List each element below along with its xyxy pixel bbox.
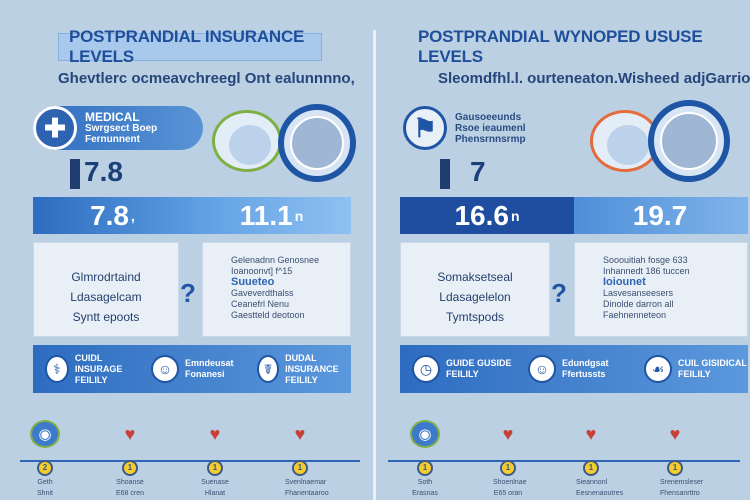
right-gauge-icon — [648, 100, 730, 182]
left-gauge-icon — [278, 104, 356, 182]
doctor-icon: ☤ — [257, 355, 280, 383]
right-strip-item: ☙ CUIL GISIDICAL FEILILY — [632, 355, 748, 383]
medical-cross-icon: ✚ — [33, 106, 77, 150]
person-icon: ☺ — [151, 355, 179, 383]
clock-icon: ◷ — [412, 355, 440, 383]
right-panel: POSTPRANDIAL WYNOPED USUSE LEVELS Sleomd… — [378, 0, 750, 500]
left-chip-line3: Fernunnent — [85, 133, 140, 145]
right-chip: ⚑ Gausoeeunds Rsoe ieaumenl Phensrnnsrmp — [403, 106, 526, 150]
right-chip-line1: Gausoeeunds — [455, 111, 522, 123]
left-strip-item: ⚕ CUIDL INSURAGE FEILILY — [33, 353, 139, 386]
right-strip-item: ☺ Edundgsat Ffertussts — [516, 355, 632, 383]
right-chip-line3: Phensrnnsrmp — [455, 133, 526, 145]
right-value-a: 16.6 n — [400, 197, 574, 234]
left-chip-line1: MEDICAL — [85, 109, 140, 124]
left-timeline-node: ◉ 2 Geth Shnit — [30, 420, 60, 498]
left-chip-line2: Swrgsect Boep — [85, 122, 158, 134]
glucose-meter-icon — [212, 110, 282, 172]
heart-icon: ♥ — [502, 423, 514, 444]
right-insurance-strip: ◷ GUIDE GUSIDE FEILILY ☺ Edundgsat Ffertus… — [400, 345, 748, 393]
right-list-item: Sooouitiah fosge 633 — [603, 255, 688, 265]
person-icon: ☺ — [528, 355, 556, 383]
left-card-line: Ldasagelcam — [70, 290, 142, 304]
right-mini-value: 7 — [470, 156, 486, 187]
right-title: POSTPRANDIAL WYNOPED USUSE LEVELS — [418, 27, 703, 66]
right-timeline-node: ♥ 1 Sieannonl Eesnenaoutres — [576, 420, 623, 498]
right-timeline-node: ♥ 1 Shoenlnae E65 oran — [493, 420, 526, 498]
right-symptom-card: Somaksetseal Ldasagelelon Tymtspods — [400, 242, 550, 337]
left-card-line: Glmrodrtaind — [71, 270, 141, 284]
right-chip-line2: Rsoe ieaumenl — [455, 122, 526, 134]
right-list-item: Inhannedt 186 tuccen — [603, 266, 690, 276]
left-arrow-icon: ? — [180, 278, 196, 308]
left-timeline-line — [20, 460, 360, 462]
heart-icon: ♥ — [294, 423, 306, 444]
left-list-item: Ceanefrl Nenu — [231, 299, 290, 309]
left-symptom-card: Glmrodrtaind Ldasagelcam Syntt epoots — [33, 242, 179, 337]
right-strip-item: ◷ GUIDE GUSIDE FEILILY — [400, 355, 516, 383]
medicine-bottle-icon: ⚕ — [45, 355, 69, 383]
hands-icon: ☙ — [644, 355, 672, 383]
left-value-band: 7.8, 11.1 n — [33, 197, 351, 234]
right-list-item: Lasvesanseesers — [603, 288, 674, 298]
left-mini-value: 7.8 — [84, 156, 123, 187]
right-list-item: Dinolde darron all — [603, 299, 674, 309]
right-detail-card: Sooouitiah fosge 633 Inhannedt 186 tucce… — [574, 242, 748, 337]
center-divider — [373, 30, 376, 500]
left-strip-item: ☺ Emndeusat Fonanesi — [139, 355, 245, 383]
right-card-line: Ldasagelelon — [439, 290, 511, 304]
right-list-item: Faehnenneteon — [603, 310, 667, 320]
left-timeline-node: ♥ 1 Shoanse E68 cren — [115, 420, 145, 498]
right-arrow-icon: ? — [551, 278, 567, 308]
left-list-item: Suueteo — [231, 276, 275, 288]
lab-coat-icon: ⚑ — [403, 106, 447, 150]
heart-icon: ♥ — [585, 423, 597, 444]
globe-icon: ◉ — [30, 420, 60, 448]
right-subtitle: Sleomdfhl.l. ourteneaton.Wisheed adjGarr… — [438, 70, 750, 87]
heart-icon: ♥ — [209, 423, 221, 444]
left-list-item: Gaestteld deotoon — [231, 310, 305, 320]
left-list-item: Ioanoonvt] f^15 — [231, 266, 293, 276]
heart-icon: ♥ — [669, 423, 681, 444]
left-subtitle: Ghevtlerc ocmeavchreegl Ont ealunnnno, — [58, 70, 355, 87]
right-card-line: Somaksetseal — [437, 270, 513, 284]
left-panel: POSTPRANDIAL INSURANCE LEVELS Ghevtlerc … — [0, 0, 372, 500]
left-mini-bar — [70, 159, 80, 189]
left-timeline-node: ♥ 1 Suenase Hlanat — [200, 420, 230, 498]
left-list-item: Gelenadnn Genosnee — [231, 255, 320, 265]
right-timeline-node: ◉ 1 Soth Erasnas — [410, 420, 440, 498]
left-title: POSTPRANDIAL INSURANCE LEVELS — [58, 27, 322, 66]
left-card-line: Syntt epoots — [72, 310, 140, 324]
right-value-b: 19.7 — [574, 197, 748, 234]
right-card-line: Tymtspods — [445, 310, 505, 324]
right-mini-bar — [440, 159, 450, 189]
left-value-b: 11.1 n — [192, 197, 351, 234]
right-timeline-node: ♥ 1 Srenemsleser Fhensanrttro — [660, 420, 703, 498]
left-timeline-node: ♥ 1 Svenlnaemar Fhanentaaroo — [285, 420, 329, 498]
right-timeline-line — [388, 460, 740, 462]
left-strip-item: ☤ DUDAL INSURANCE FEILILY — [245, 353, 351, 386]
left-insurance-strip: ⚕ CUIDL INSURAGE FEILILY ☺ Emndeusat Fonan… — [33, 345, 351, 393]
right-value-band: 16.6 n 19.7 — [400, 197, 748, 234]
left-list-item: Gaveverdthalss — [231, 288, 294, 298]
left-medical-chip: ✚ MEDICAL Swrgsect Boep Fernunnent — [33, 106, 203, 150]
globe-icon: ◉ — [410, 420, 440, 448]
left-value-a: 7.8, — [33, 197, 192, 234]
left-detail-card: Gelenadnn Genosnee Ioanoonvt] f^15 Suuet… — [202, 242, 351, 337]
heart-icon: ♥ — [124, 423, 136, 444]
right-list-item: Ioiounet — [603, 276, 646, 288]
